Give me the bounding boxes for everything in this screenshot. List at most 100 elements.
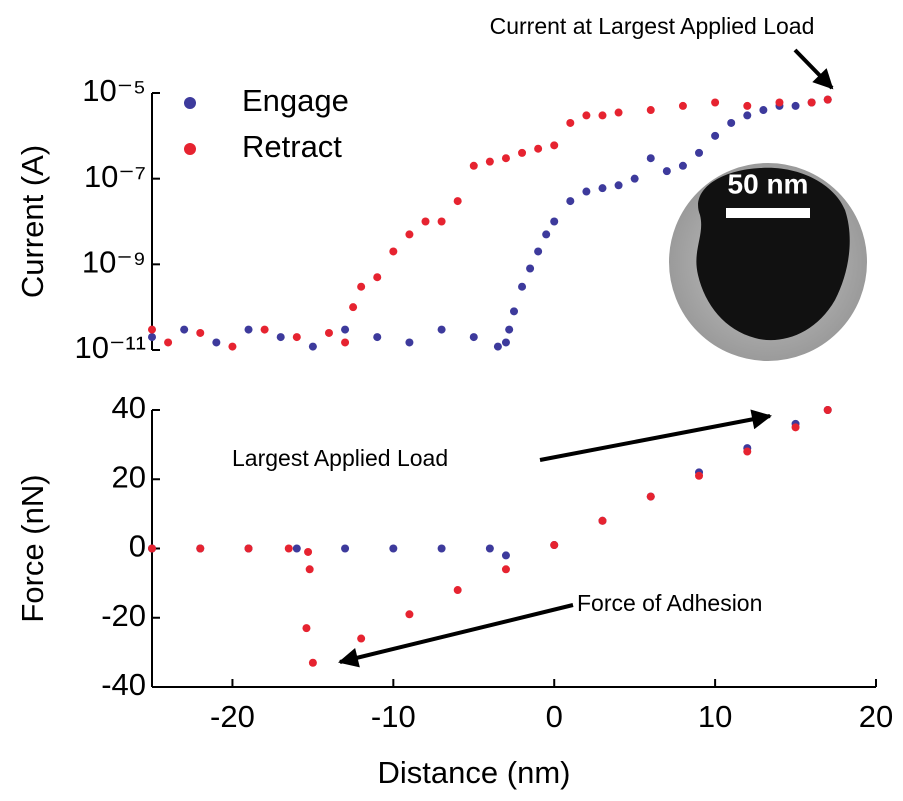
data-point [494, 343, 502, 351]
data-point [341, 326, 349, 334]
data-point [228, 343, 236, 351]
data-point [389, 247, 397, 255]
data-point [711, 132, 719, 140]
data-point [148, 333, 156, 341]
x-tick-label: 10 [698, 699, 732, 734]
data-point [526, 264, 534, 272]
data-point [502, 154, 510, 162]
data-point [486, 545, 494, 553]
x-tick-label: -10 [371, 699, 416, 734]
data-point [302, 624, 310, 632]
data-point [196, 545, 204, 553]
data-point [357, 635, 365, 643]
y-tick-label: 10⁻⁹ [82, 245, 146, 280]
figure: 50 nm 10⁻¹¹10⁻⁹10⁻⁷10⁻⁵Current (A)Engage… [0, 0, 903, 801]
data-point [566, 119, 574, 127]
legend-label: Engage [242, 83, 349, 118]
legend-marker [184, 97, 196, 109]
data-point [309, 343, 317, 351]
x-axis-label: Distance (nm) [378, 755, 571, 790]
data-point [743, 111, 751, 119]
data-point [389, 545, 397, 553]
data-point [306, 565, 314, 573]
data-point [566, 197, 574, 205]
data-point [148, 326, 156, 334]
data-point [341, 545, 349, 553]
data-point [510, 307, 518, 315]
data-point [470, 162, 478, 170]
data-point [357, 283, 365, 291]
data-point [285, 545, 293, 553]
y-axis-label: Current (A) [15, 145, 50, 298]
y-tick-label: 40 [112, 390, 146, 425]
data-point [695, 472, 703, 480]
data-point [304, 548, 312, 556]
data-point [550, 541, 558, 549]
data-point [180, 326, 188, 334]
data-point [775, 99, 783, 107]
annotation: Force of Adhesion [577, 590, 762, 616]
data-point [582, 188, 590, 196]
data-point [505, 326, 513, 334]
y-tick-label: 10⁻⁷ [84, 159, 146, 194]
annotation-arrow [795, 50, 832, 88]
annotation: Largest Applied Load [232, 445, 448, 471]
y-tick-label: 10⁻⁵ [82, 73, 146, 108]
data-point [502, 551, 510, 559]
data-point [598, 517, 606, 525]
data-point [534, 247, 542, 255]
data-point [309, 659, 317, 667]
annotation-arrow [540, 416, 770, 460]
data-point [341, 338, 349, 346]
data-point [325, 329, 333, 337]
data-point [808, 99, 816, 107]
y-tick-label: 20 [112, 459, 146, 494]
data-point [373, 333, 381, 341]
y-tick-label: -40 [101, 667, 146, 702]
data-point [727, 119, 735, 127]
data-point [792, 102, 800, 110]
data-point [454, 586, 462, 594]
x-tick-label: 20 [859, 699, 893, 734]
annotation: Current at Largest Applied Load [490, 13, 815, 39]
data-point [824, 96, 832, 104]
data-point [647, 154, 655, 162]
legend-label: Retract [242, 129, 342, 164]
data-point [245, 545, 253, 553]
data-point [405, 610, 413, 618]
data-point [679, 162, 687, 170]
data-point [534, 145, 542, 153]
data-point [148, 545, 156, 553]
data-point [615, 181, 623, 189]
legend-marker [184, 143, 196, 155]
x-tick-label: -20 [210, 699, 255, 734]
y-tick-label: 0 [129, 529, 146, 564]
data-point [212, 338, 220, 346]
y-axis-label: Force (nN) [15, 474, 50, 622]
data-point [422, 218, 430, 226]
data-point [598, 184, 606, 192]
data-point [663, 167, 671, 175]
data-point [373, 273, 381, 281]
data-point [824, 406, 832, 414]
inset-image: 50 nm [668, 162, 868, 362]
data-point [550, 141, 558, 149]
data-point [792, 423, 800, 431]
data-point [405, 338, 413, 346]
data-point [293, 545, 301, 553]
data-point [454, 197, 462, 205]
data-point [615, 109, 623, 117]
data-point [502, 338, 510, 346]
data-point [470, 333, 478, 341]
data-point [164, 338, 172, 346]
data-point [695, 149, 703, 157]
data-point [405, 230, 413, 238]
data-point [196, 329, 204, 337]
data-point [349, 303, 357, 311]
data-point [647, 493, 655, 501]
data-point [438, 545, 446, 553]
data-point [293, 333, 301, 341]
data-point [277, 333, 285, 341]
data-point [261, 326, 269, 334]
annotation-arrow [340, 605, 573, 662]
